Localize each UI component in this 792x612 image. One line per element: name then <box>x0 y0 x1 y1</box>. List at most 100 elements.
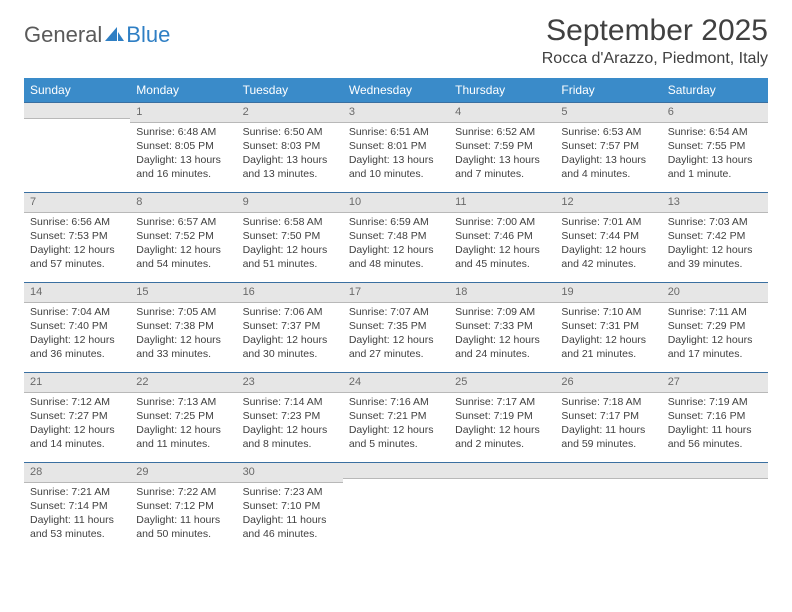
day-number: 4 <box>449 102 555 123</box>
day-number: 9 <box>237 192 343 213</box>
day-line: Daylight: 12 hours and 42 minutes. <box>561 243 655 271</box>
day-body: Sunrise: 7:11 AMSunset: 7:29 PMDaylight:… <box>662 303 768 366</box>
day-body <box>24 119 130 125</box>
day-body: Sunrise: 6:50 AMSunset: 8:03 PMDaylight:… <box>237 123 343 186</box>
day-body: Sunrise: 6:51 AMSunset: 8:01 PMDaylight:… <box>343 123 449 186</box>
calendar-day: 22Sunrise: 7:13 AMSunset: 7:25 PMDayligh… <box>130 372 236 462</box>
day-number: 12 <box>555 192 661 213</box>
day-number: 26 <box>555 372 661 393</box>
day-line: Sunrise: 7:09 AM <box>455 305 549 319</box>
calendar-day <box>555 462 661 552</box>
calendar-day: 23Sunrise: 7:14 AMSunset: 7:23 PMDayligh… <box>237 372 343 462</box>
day-number: 1 <box>130 102 236 123</box>
day-number: 14 <box>24 282 130 303</box>
day-body: Sunrise: 6:59 AMSunset: 7:48 PMDaylight:… <box>343 213 449 276</box>
day-body: Sunrise: 7:06 AMSunset: 7:37 PMDaylight:… <box>237 303 343 366</box>
day-number: 24 <box>343 372 449 393</box>
day-body <box>343 479 449 485</box>
day-line: Sunset: 7:53 PM <box>30 229 124 243</box>
day-line: Sunset: 7:55 PM <box>668 139 762 153</box>
day-number: 11 <box>449 192 555 213</box>
calendar-day: 8Sunrise: 6:57 AMSunset: 7:52 PMDaylight… <box>130 192 236 282</box>
day-line: Sunrise: 7:00 AM <box>455 215 549 229</box>
day-line: Sunrise: 7:01 AM <box>561 215 655 229</box>
day-body: Sunrise: 6:54 AMSunset: 7:55 PMDaylight:… <box>662 123 768 186</box>
calendar-day: 26Sunrise: 7:18 AMSunset: 7:17 PMDayligh… <box>555 372 661 462</box>
logo-sail-icon <box>103 25 125 45</box>
day-line: Daylight: 12 hours and 33 minutes. <box>136 333 230 361</box>
day-number: 16 <box>237 282 343 303</box>
day-number: 29 <box>130 462 236 483</box>
day-line: Sunrise: 7:03 AM <box>668 215 762 229</box>
day-line: Sunset: 7:31 PM <box>561 319 655 333</box>
day-line: Daylight: 13 hours and 4 minutes. <box>561 153 655 181</box>
day-body: Sunrise: 7:18 AMSunset: 7:17 PMDaylight:… <box>555 393 661 456</box>
day-line: Sunset: 7:50 PM <box>243 229 337 243</box>
calendar-day: 12Sunrise: 7:01 AMSunset: 7:44 PMDayligh… <box>555 192 661 282</box>
day-line: Sunrise: 6:56 AM <box>30 215 124 229</box>
day-number: 28 <box>24 462 130 483</box>
day-line: Sunset: 8:01 PM <box>349 139 443 153</box>
calendar-day <box>662 462 768 552</box>
day-body: Sunrise: 7:16 AMSunset: 7:21 PMDaylight:… <box>343 393 449 456</box>
day-line: Daylight: 11 hours and 50 minutes. <box>136 513 230 541</box>
day-line: Sunrise: 6:50 AM <box>243 125 337 139</box>
day-number: 15 <box>130 282 236 303</box>
day-line: Daylight: 11 hours and 46 minutes. <box>243 513 337 541</box>
calendar-day: 2Sunrise: 6:50 AMSunset: 8:03 PMDaylight… <box>237 102 343 192</box>
day-header: Tuesday <box>237 78 343 102</box>
day-line: Sunrise: 7:18 AM <box>561 395 655 409</box>
day-body: Sunrise: 6:58 AMSunset: 7:50 PMDaylight:… <box>237 213 343 276</box>
day-header: Monday <box>130 78 236 102</box>
day-line: Daylight: 12 hours and 51 minutes. <box>243 243 337 271</box>
day-line: Sunset: 7:29 PM <box>668 319 762 333</box>
day-line: Sunrise: 7:05 AM <box>136 305 230 319</box>
day-header: Saturday <box>662 78 768 102</box>
day-line: Sunset: 7:52 PM <box>136 229 230 243</box>
day-number <box>449 462 555 479</box>
day-header: Wednesday <box>343 78 449 102</box>
day-line: Sunset: 7:14 PM <box>30 499 124 513</box>
day-line: Daylight: 13 hours and 7 minutes. <box>455 153 549 181</box>
calendar-day: 28Sunrise: 7:21 AMSunset: 7:14 PMDayligh… <box>24 462 130 552</box>
day-line: Sunrise: 6:54 AM <box>668 125 762 139</box>
calendar-day: 20Sunrise: 7:11 AMSunset: 7:29 PMDayligh… <box>662 282 768 372</box>
day-body: Sunrise: 7:10 AMSunset: 7:31 PMDaylight:… <box>555 303 661 366</box>
day-line: Sunrise: 7:22 AM <box>136 485 230 499</box>
day-line: Sunrise: 7:21 AM <box>30 485 124 499</box>
day-body: Sunrise: 7:12 AMSunset: 7:27 PMDaylight:… <box>24 393 130 456</box>
day-line: Sunset: 7:59 PM <box>455 139 549 153</box>
day-body: Sunrise: 6:53 AMSunset: 7:57 PMDaylight:… <box>555 123 661 186</box>
calendar-day <box>449 462 555 552</box>
day-body <box>662 479 768 485</box>
calendar-day: 13Sunrise: 7:03 AMSunset: 7:42 PMDayligh… <box>662 192 768 282</box>
day-line: Sunrise: 7:11 AM <box>668 305 762 319</box>
day-line: Sunset: 7:25 PM <box>136 409 230 423</box>
calendar-day: 3Sunrise: 6:51 AMSunset: 8:01 PMDaylight… <box>343 102 449 192</box>
calendar-body: 1Sunrise: 6:48 AMSunset: 8:05 PMDaylight… <box>24 102 768 552</box>
day-number: 30 <box>237 462 343 483</box>
logo-text-1: General <box>24 22 102 48</box>
day-body: Sunrise: 7:03 AMSunset: 7:42 PMDaylight:… <box>662 213 768 276</box>
day-line: Daylight: 11 hours and 59 minutes. <box>561 423 655 451</box>
day-body: Sunrise: 7:04 AMSunset: 7:40 PMDaylight:… <box>24 303 130 366</box>
calendar-day <box>24 102 130 192</box>
calendar-week: 7Sunrise: 6:56 AMSunset: 7:53 PMDaylight… <box>24 192 768 282</box>
day-number <box>343 462 449 479</box>
calendar-day: 4Sunrise: 6:52 AMSunset: 7:59 PMDaylight… <box>449 102 555 192</box>
day-line: Sunset: 7:35 PM <box>349 319 443 333</box>
calendar-day: 21Sunrise: 7:12 AMSunset: 7:27 PMDayligh… <box>24 372 130 462</box>
calendar-day: 16Sunrise: 7:06 AMSunset: 7:37 PMDayligh… <box>237 282 343 372</box>
day-line: Sunrise: 6:51 AM <box>349 125 443 139</box>
month-year: September 2025 <box>542 14 768 48</box>
day-line: Sunrise: 7:13 AM <box>136 395 230 409</box>
calendar-week: 14Sunrise: 7:04 AMSunset: 7:40 PMDayligh… <box>24 282 768 372</box>
calendar-day: 14Sunrise: 7:04 AMSunset: 7:40 PMDayligh… <box>24 282 130 372</box>
calendar-day: 5Sunrise: 6:53 AMSunset: 7:57 PMDaylight… <box>555 102 661 192</box>
day-line: Sunrise: 6:48 AM <box>136 125 230 139</box>
day-line: Sunrise: 7:17 AM <box>455 395 549 409</box>
day-body: Sunrise: 7:14 AMSunset: 7:23 PMDaylight:… <box>237 393 343 456</box>
logo: General Blue <box>24 14 170 48</box>
day-number: 21 <box>24 372 130 393</box>
calendar-week: 21Sunrise: 7:12 AMSunset: 7:27 PMDayligh… <box>24 372 768 462</box>
